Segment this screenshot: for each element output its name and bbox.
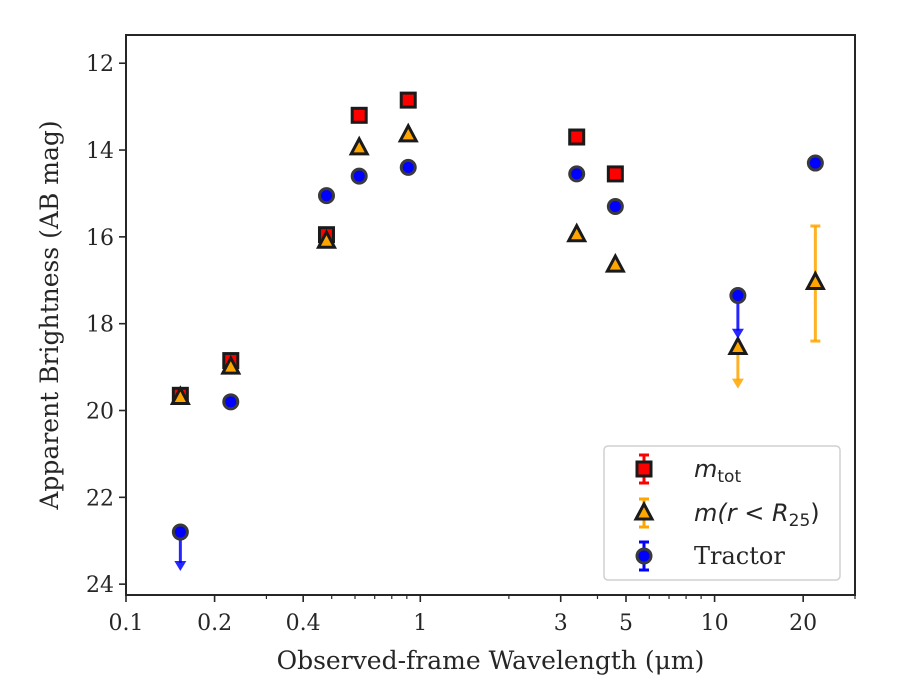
data-point-mr25 [348,135,370,156]
data-point-mtot [350,106,368,124]
legend-item-mr25: m(r < R25) [633,497,820,531]
y-tick-label: 14 [86,139,114,164]
plot-frame [125,34,856,596]
data-point-mr25 [220,354,242,375]
y-tick-label: 22 [86,486,114,511]
x-tick-label: 0.1 [109,611,144,636]
y-axis-label: Apparent Brightness (AB mag) [35,120,64,510]
ticks-layer: 0.1 0.2 0.4 1 3 5 10 20 12 14 16 18 20 22 24 [86,52,856,636]
data-point-mr25 [169,385,191,405]
x-tick-label: 3 [554,611,568,636]
data-point-mr25 [804,270,826,290]
data-point-tractor [568,165,586,183]
x-tick-label: 0.4 [286,611,321,636]
y-tick-label: 18 [86,313,114,338]
data-point-tractor [606,197,624,215]
legend-label-mtot: mtot [694,455,741,487]
x-tick-label: 10 [701,611,729,636]
data-point-tractor [399,158,417,176]
legend: mtot m(r < R25) Tractor [603,445,841,581]
data-point-mr25 [315,229,337,249]
data-point-tractor [350,167,368,185]
y-tick-label: 20 [86,400,114,425]
data-point-mtot [399,91,417,109]
y-tick-label: 24 [86,573,114,598]
data-point-tractor [317,187,335,205]
data-layer [169,91,826,571]
x-tick-label: 0.2 [197,611,232,636]
legend-item-mtot: mtot [635,453,741,487]
data-point-mtot [606,165,624,183]
y-tick-label: 16 [86,226,114,251]
x-tick-label: 5 [619,611,633,636]
x-tick-label: 1 [413,611,427,636]
legend-box [603,445,841,581]
data-point-mr25 [566,222,588,243]
x-tick-label: 20 [789,611,817,636]
data-point-tractor [171,523,189,541]
data-point-tractor [806,154,824,172]
legend-marker-tractor [635,547,653,565]
series-mr25 [169,122,826,405]
series-tractor [171,154,824,571]
x-axis-label: Observed-frame Wavelength (μm) [277,646,705,675]
legend-marker-mr25 [633,500,655,521]
legend-marker-mtot [635,460,653,478]
data-point-mr25 [397,122,419,143]
data-point-mtot [568,128,586,146]
data-point-tractor [729,286,747,304]
data-point-mr25 [604,252,626,273]
series-mtot [171,91,624,404]
y-tick-label: 12 [86,52,114,77]
data-point-mr25 [727,335,749,356]
data-point-tractor [222,393,240,411]
legend-label-tractor: Tractor [694,542,785,570]
legend-label-mr25: m(r < R25) [694,499,820,531]
legend-item-tractor: Tractor [635,540,785,572]
